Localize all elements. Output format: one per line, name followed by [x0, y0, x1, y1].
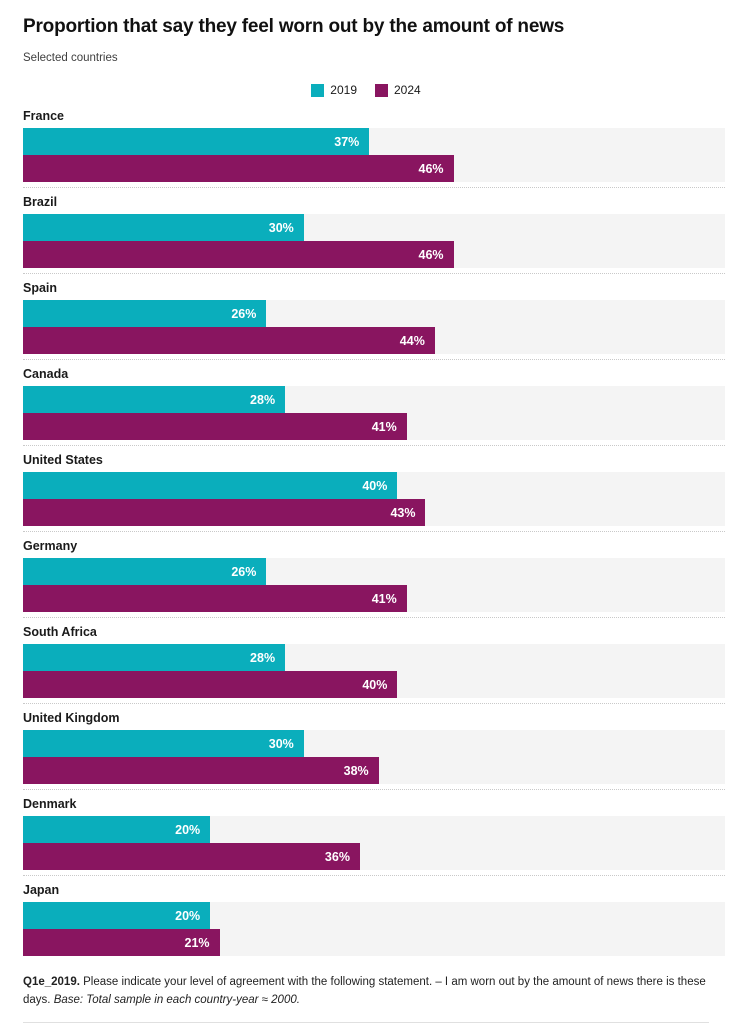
bar-value-label: 20%: [175, 822, 201, 837]
country-row: Japan 20% 21%: [23, 883, 725, 961]
bar-2024: 21%: [23, 929, 220, 956]
bar-track: 38%: [23, 757, 725, 784]
bar-value-label: 46%: [418, 247, 444, 262]
legend-swatch-2024-icon: [375, 83, 388, 97]
country-label: Denmark: [23, 797, 77, 811]
chart-rows: France 37% 46% Brazil 30% 46% Spain 26% 44% Canad…: [23, 109, 725, 961]
footnote-question-code: Q1e_2019.: [23, 976, 80, 988]
chart-subtitle: Selected countries: [23, 52, 118, 64]
bar-track: 28%: [23, 386, 725, 413]
bar-2019: 26%: [23, 300, 267, 327]
country-row: Spain 26% 44%: [23, 281, 725, 360]
bar-value-label: 20%: [175, 908, 201, 923]
country-label: Canada: [23, 367, 69, 381]
country-row: France 37% 46%: [23, 109, 725, 188]
bar-2019: 28%: [23, 386, 286, 413]
bar-track: 30%: [23, 730, 725, 757]
bar-value-label: 28%: [250, 650, 276, 665]
bar-track: 20%: [23, 902, 725, 929]
bar-track: 46%: [23, 155, 725, 182]
chart-footnote: Q1e_2019. Please indicate your level of …: [23, 974, 709, 1010]
bar-value-label: 37%: [334, 134, 360, 149]
bar-value-label: 41%: [371, 591, 397, 606]
bar-value-label: 30%: [268, 220, 294, 235]
bar-value-label: 44%: [399, 333, 425, 348]
country-label: United States: [23, 453, 103, 467]
legend-label-2024: 2024: [394, 83, 421, 97]
country-label: Brazil: [23, 195, 58, 209]
country-row: South Africa 28% 40%: [23, 625, 725, 704]
bar-value-label: 41%: [371, 419, 397, 434]
bar-2019: 26%: [23, 558, 267, 585]
bar-2019: 40%: [23, 472, 398, 499]
country-label: Japan: [23, 883, 60, 897]
bar-2024: 44%: [23, 327, 435, 354]
bar-track: 46%: [23, 241, 725, 268]
bar-value-label: 38%: [343, 763, 369, 778]
country-row: United Kingdom 30% 38%: [23, 711, 725, 790]
footnote-question-text: Please indicate your level of agreement …: [23, 976, 706, 1006]
bar-2019: 20%: [23, 902, 211, 929]
bar-value-label: 26%: [231, 306, 257, 321]
bar-track: 21%: [23, 929, 725, 956]
country-label: United Kingdom: [23, 711, 120, 725]
bar-track: 28%: [23, 644, 725, 671]
country-label: Spain: [23, 281, 58, 295]
country-row: Canada 28% 41%: [23, 367, 725, 446]
bar-track: 40%: [23, 472, 725, 499]
bar-2024: 41%: [23, 413, 407, 440]
country-label: South Africa: [23, 625, 97, 639]
bar-2024: 40%: [23, 671, 398, 698]
bar-track: 26%: [23, 300, 725, 327]
bar-track: 37%: [23, 128, 725, 155]
bar-track: 44%: [23, 327, 725, 354]
country-row: Denmark 20% 36%: [23, 797, 725, 876]
chart-header: Proportion that say they feel worn out b…: [0, 14, 732, 64]
bar-value-label: 46%: [418, 161, 444, 176]
bar-value-label: 43%: [390, 505, 416, 520]
legend-item-2024: 2024: [375, 83, 421, 97]
country-label: France: [23, 109, 64, 123]
bar-2019: 30%: [23, 730, 304, 757]
bar-track: 30%: [23, 214, 725, 241]
legend-item-2019: 2019: [311, 83, 357, 97]
legend-swatch-2019-icon: [311, 83, 325, 97]
bar-value-label: 21%: [184, 935, 210, 950]
bar-value-label: 36%: [324, 849, 350, 864]
country-row: Germany 26% 41%: [23, 539, 725, 618]
footnote-base-text: Base: Total sample in each country-year …: [53, 993, 300, 1006]
bar-track: 26%: [23, 558, 725, 585]
bar-value-label: 40%: [362, 478, 388, 493]
bar-2024: 46%: [23, 241, 454, 268]
bar-value-label: 40%: [362, 677, 388, 692]
bar-track: 20%: [23, 816, 725, 843]
legend-label-2019: 2019: [330, 83, 357, 97]
bar-2024: 38%: [23, 757, 379, 784]
bar-2024: 41%: [23, 585, 407, 612]
bar-2019: 30%: [23, 214, 304, 241]
bar-2019: 37%: [23, 128, 370, 155]
country-row: Brazil 30% 46%: [23, 195, 725, 274]
bottom-divider: [23, 1021, 709, 1023]
country-row: United States 40% 43%: [23, 453, 725, 532]
chart-legend: 2019 2024: [0, 83, 732, 97]
country-label: Germany: [23, 539, 78, 553]
bar-value-label: 28%: [250, 392, 276, 407]
bar-value-label: 26%: [231, 564, 257, 579]
bar-track: 41%: [23, 585, 725, 612]
bar-track: 40%: [23, 671, 725, 698]
chart-title: Proportion that say they feel worn out b…: [23, 16, 565, 37]
bar-2019: 20%: [23, 816, 211, 843]
bar-2024: 46%: [23, 155, 454, 182]
bar-track: 36%: [23, 843, 725, 870]
bar-track: 43%: [23, 499, 725, 526]
bar-track: 41%: [23, 413, 725, 440]
bar-2019: 28%: [23, 644, 286, 671]
bar-2024: 43%: [23, 499, 426, 526]
bar-2024: 36%: [23, 843, 360, 870]
bar-value-label: 30%: [268, 736, 294, 751]
